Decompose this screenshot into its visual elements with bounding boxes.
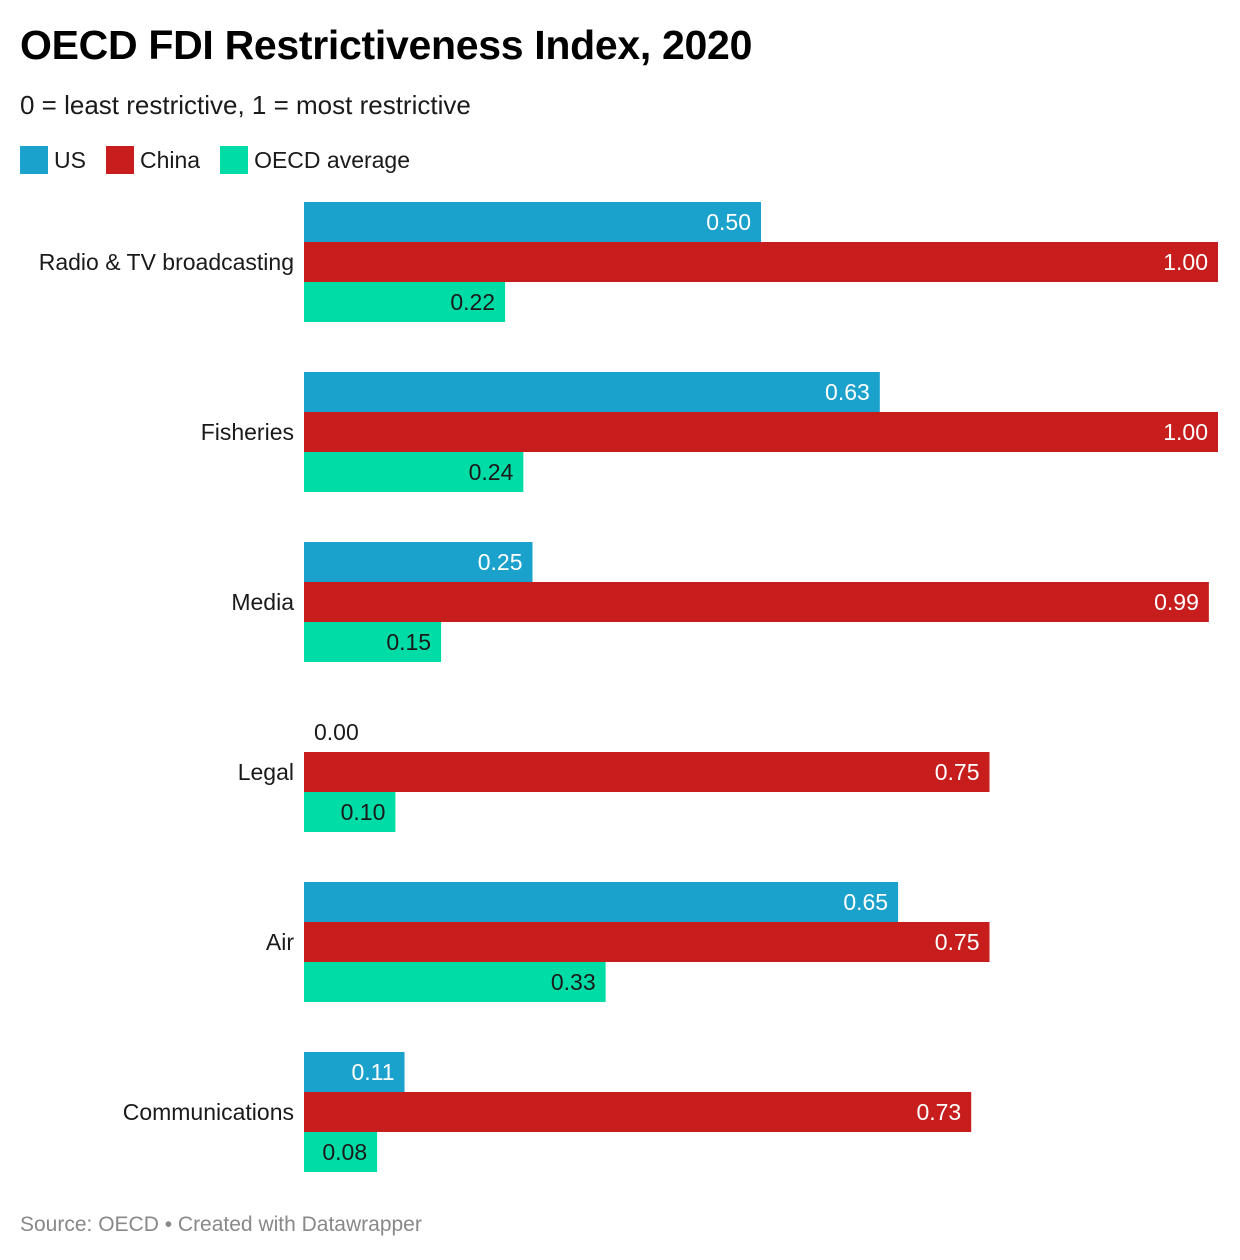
- bar-oecd-average: [304, 1132, 378, 1172]
- data-label-oecd-average: 0.22: [450, 289, 495, 315]
- legend-swatch-china: [105, 146, 134, 174]
- data-label-oecd-average: 0.33: [551, 969, 596, 995]
- bar-group-fisheries: Fisheries 0.63 1.00 0.24: [201, 372, 1218, 492]
- bar-us: [304, 542, 533, 582]
- legend-item-us: US: [20, 146, 86, 174]
- bar-us: [304, 882, 899, 922]
- data-label-us: 0.63: [825, 379, 870, 405]
- category-label: Media: [231, 589, 294, 615]
- category-label: Communications: [123, 1099, 294, 1125]
- bar-chart: Radio & TV broadcasting 0.50 1.00 0.22 Fishe…: [39, 202, 1218, 1172]
- bar-oecd-average: [304, 962, 606, 1002]
- legend-item-china: China: [105, 146, 201, 174]
- bar-oecd-average: [304, 792, 396, 832]
- bar-china: [304, 412, 1218, 452]
- data-label-china: 0.73: [916, 1099, 961, 1125]
- bar-china: [304, 582, 1209, 622]
- bar-china: [304, 242, 1218, 282]
- bar-oecd-average: [304, 282, 506, 322]
- data-label-us: 0.50: [706, 209, 751, 235]
- bar-group-air: Air 0.65 0.75 0.33: [266, 882, 990, 1002]
- data-label-oecd-average: 0.08: [322, 1139, 367, 1165]
- bar-group-radio-tv-broadcasting: Radio & TV broadcasting 0.50 1.00 0.22: [39, 202, 1218, 322]
- legend-label-us: US: [54, 146, 86, 173]
- bar-oecd-average: [304, 452, 524, 492]
- chart-title: OECD FDI Restrictiveness Index, 2020: [20, 22, 753, 68]
- data-label-china: 0.75: [935, 929, 980, 955]
- data-label-us: 0.65: [843, 889, 888, 915]
- data-label-china: 0.75: [935, 759, 980, 785]
- data-label-us: 0.11: [351, 1059, 394, 1085]
- data-label-oecd-average: 0.24: [469, 459, 514, 485]
- bar-group-legal: Legal 0.00 0.75 0.10: [238, 719, 990, 832]
- data-label-china: 1.00: [1163, 419, 1208, 445]
- bar-china: [304, 1092, 972, 1132]
- category-label: Radio & TV broadcasting: [39, 249, 294, 275]
- bar-us: [304, 1052, 405, 1092]
- bar-oecd-average: [304, 622, 442, 662]
- data-label-china: 0.99: [1154, 589, 1199, 615]
- category-label: Fisheries: [201, 419, 294, 445]
- data-label-us: 0.25: [478, 549, 523, 575]
- legend-swatch-us: [20, 146, 48, 174]
- bar-china: [304, 752, 990, 792]
- data-label-china: 1.00: [1163, 249, 1208, 275]
- category-label: Legal: [238, 759, 294, 785]
- legend-swatch-oecd: [220, 146, 249, 174]
- source-footer: Source: OECD • Created with Datawrapper: [20, 1213, 422, 1236]
- legend-label-oecd: OECD average: [254, 146, 411, 173]
- bar-group-communications: Communications 0.11 0.73 0.08: [123, 1052, 972, 1172]
- data-label-oecd-average: 0.15: [386, 629, 431, 655]
- legend: US China OECD average: [20, 146, 430, 174]
- bar-us: [304, 202, 761, 242]
- data-label-us: 0.00: [314, 719, 359, 745]
- data-label-oecd-average: 0.10: [341, 799, 386, 825]
- bar-china: [304, 922, 990, 962]
- legend-item-oecd: OECD average: [220, 146, 410, 174]
- chart-subtitle: 0 = least restrictive, 1 = most restrict…: [20, 90, 471, 120]
- legend-label-china: China: [139, 146, 201, 173]
- bar-group-media: Media 0.25 0.99 0.15: [231, 542, 1209, 662]
- category-label: Air: [266, 929, 294, 955]
- bar-us: [304, 372, 880, 412]
